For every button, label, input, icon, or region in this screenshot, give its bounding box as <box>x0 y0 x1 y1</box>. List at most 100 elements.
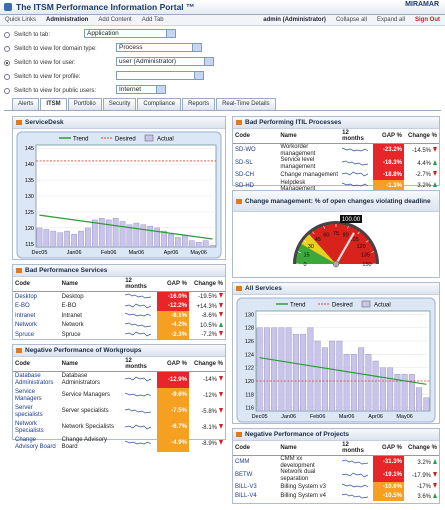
bar <box>343 354 350 412</box>
column-header: Name <box>59 357 124 372</box>
code[interactable]: Network <box>15 322 38 328</box>
tab[interactable]: ITSM <box>40 98 67 110</box>
row: Service Managers Service Managers -9.6% -12… <box>13 387 225 404</box>
select[interactable]: Process <box>116 43 202 52</box>
sparkline-path <box>342 459 369 465</box>
tab[interactable]: Alerts <box>12 98 40 110</box>
x-tick-label: May06 <box>190 250 207 256</box>
gauge-needle <box>335 232 355 265</box>
code[interactable]: SD-HD <box>235 182 254 189</box>
bar <box>263 327 270 412</box>
name: Change management <box>280 171 339 178</box>
tab[interactable]: Security <box>102 98 137 110</box>
code[interactable]: Intranet <box>15 312 36 319</box>
gauge-band <box>296 244 336 264</box>
radio[interactable] <box>4 73 10 80</box>
trend-cell <box>340 492 373 502</box>
panel-header: All Services <box>233 283 439 295</box>
header-title: The ITSM Performance Information Portal … <box>16 2 195 12</box>
change: -14% <box>189 372 225 388</box>
change-value: -2.7% <box>415 172 431 178</box>
toolbar-link[interactable]: admin (Administrator) <box>263 17 326 23</box>
x-tick-label: Mar06 <box>339 414 355 420</box>
tab[interactable]: Reports <box>182 98 216 110</box>
code[interactable]: BILL-V3 <box>235 483 257 490</box>
sparkline <box>125 312 152 317</box>
column-header: Change % <box>188 277 225 292</box>
panel: Bad Performance Services Code Name 12 month… <box>12 264 226 340</box>
switch-row: Switch to tab: Application <box>4 29 234 40</box>
bar <box>188 240 195 248</box>
sparkline <box>125 440 152 445</box>
change-value: 4.4% <box>417 160 431 167</box>
bar <box>365 354 372 412</box>
y-tick-label: 122 <box>245 366 254 372</box>
switch-label: Switch to view for user: <box>14 59 76 66</box>
code[interactable]: SD-SL <box>235 160 253 167</box>
radio[interactable] <box>4 31 10 38</box>
code[interactable]: Desktop <box>15 293 38 300</box>
column-header: Name <box>278 441 341 456</box>
tab[interactable]: Compliance <box>137 98 182 110</box>
gap: -1.3% <box>373 179 404 193</box>
bar <box>329 340 336 412</box>
select[interactable]: Application <box>84 29 176 38</box>
code[interactable]: BILL-V4 <box>235 493 257 499</box>
code[interactable]: SD-WO <box>235 147 256 154</box>
code[interactable]: Spruce <box>15 331 35 338</box>
code[interactable]: Change Advisory Board <box>15 437 56 450</box>
change: -19.5% <box>189 292 225 302</box>
legend-label: Trend <box>290 303 305 309</box>
toolbar-link[interactable]: Add Content <box>98 17 132 23</box>
code[interactable]: SD-CH <box>235 171 254 178</box>
sparkline <box>125 293 152 299</box>
radio[interactable] <box>4 87 10 94</box>
code[interactable]: CMM <box>235 459 250 466</box>
radio[interactable] <box>4 45 10 52</box>
toolbar-link[interactable]: Administration <box>46 17 89 23</box>
code[interactable]: Service Managers <box>15 389 42 402</box>
gauge-tick-label: 60 <box>323 233 329 239</box>
toolbar-link[interactable]: Quick Links <box>5 17 37 23</box>
code[interactable]: E-BO <box>15 303 30 309</box>
tab[interactable]: Portfolio <box>67 98 102 110</box>
header-row: Code Name 12 months GAP % Change % <box>233 441 439 456</box>
gauge-tick-label: 150 <box>362 262 371 268</box>
code[interactable]: Network Specialists <box>15 421 44 434</box>
toolbar-link[interactable]: Sign Out <box>415 17 440 23</box>
sparkline <box>341 182 369 187</box>
radio[interactable] <box>4 59 10 66</box>
code[interactable]: BETW <box>235 472 253 479</box>
change-arrow <box>433 146 437 152</box>
toolbar-link[interactable]: Collapse all <box>335 17 367 23</box>
sparkline <box>125 392 152 397</box>
toolbar-link[interactable]: Expand all <box>376 17 405 23</box>
tab[interactable]: Real-Time Details <box>216 98 276 110</box>
gauge-tick-label: 135 <box>361 252 370 258</box>
change-arrow <box>433 159 437 165</box>
panel: Change management: % of open changes vio… <box>232 190 440 278</box>
switch-row: Switch to view for domain type: Process <box>4 43 234 54</box>
name: Service Managers <box>61 392 110 399</box>
bar <box>408 374 415 412</box>
select[interactable] <box>116 71 204 80</box>
code[interactable]: Database Administrators <box>15 373 54 386</box>
header-row: Code Name 12 months GAP % Change % <box>13 277 225 292</box>
value-box <box>340 215 362 223</box>
select[interactable]: Internet <box>116 85 166 94</box>
panel-icon <box>236 198 242 204</box>
select[interactable]: user (Administrator) <box>116 57 214 66</box>
panel-title: All Services <box>245 285 282 292</box>
sparkline <box>341 483 369 488</box>
name: E-BO <box>61 303 77 309</box>
toolbar-link[interactable]: Add Tab <box>141 17 164 23</box>
change-arrow <box>219 439 223 445</box>
sparkline <box>341 147 369 152</box>
gauge-tick <box>303 240 307 243</box>
sparkline <box>125 424 152 430</box>
gap: -7.5% <box>157 403 189 420</box>
sparkline-path <box>125 440 152 445</box>
bar <box>182 235 188 248</box>
code[interactable]: Server specialists <box>15 405 43 418</box>
column-header: 12 months <box>123 277 158 292</box>
